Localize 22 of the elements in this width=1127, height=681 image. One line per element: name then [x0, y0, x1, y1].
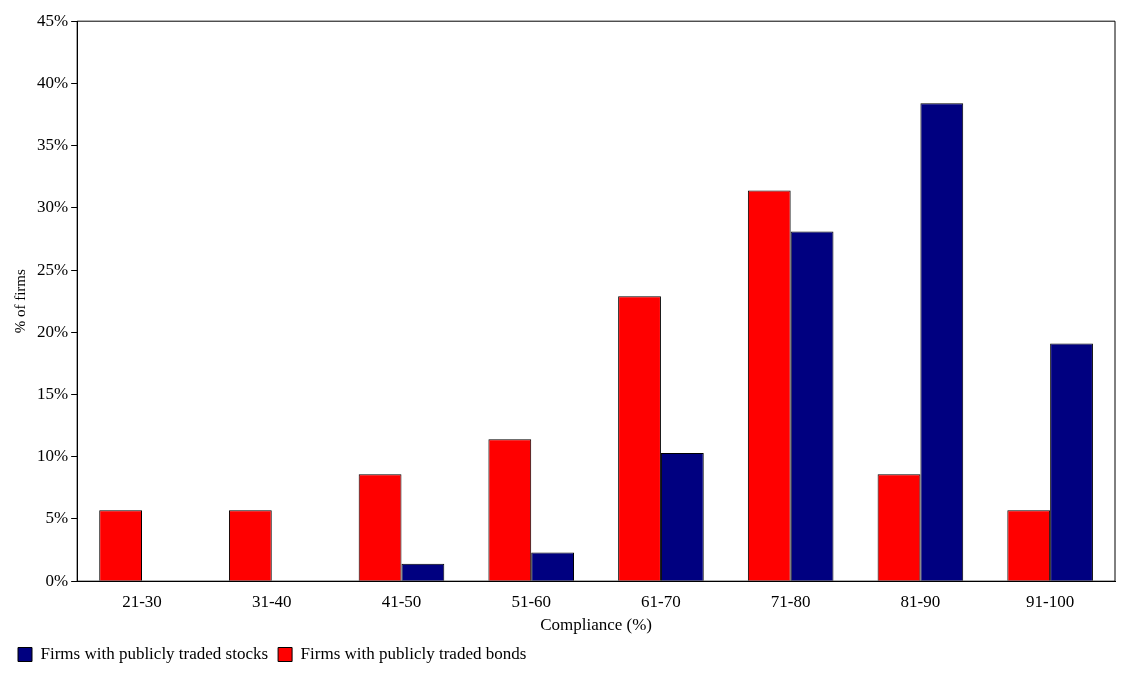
y-tick-label: 0%	[45, 570, 69, 590]
y-tick-label: 40%	[36, 72, 69, 92]
y-tick-label: 45%	[36, 10, 69, 30]
legend-label: Firms with publicly traded stocks	[40, 643, 269, 663]
y-tick-label: 25%	[36, 259, 69, 279]
x-tick-label: 31-40	[251, 591, 292, 611]
y-tick-label: 20%	[36, 321, 69, 341]
x-tick-label: 21-30	[122, 591, 162, 611]
x-tick-label: 41-50	[381, 591, 422, 611]
x-tick-label: 91-100	[1026, 591, 1075, 611]
y-tick-label: 15%	[36, 384, 69, 403]
y-axis-title: % of firms	[11, 268, 28, 334]
y-tick-label: 10%	[36, 446, 69, 466]
x-tick-label: 51-60	[511, 591, 552, 611]
x-tick-label: 81-90	[900, 591, 941, 611]
x-tick-label: 71-80	[770, 591, 811, 611]
x-tick-label: 61-70	[641, 591, 681, 611]
x-axis-title: Compliance (%)	[540, 615, 653, 635]
y-tick-label: 35%	[36, 135, 69, 155]
y-tick-label: 5%	[45, 508, 69, 528]
y-tick-label: 30%	[36, 197, 69, 217]
legend-label: Firms with publicly traded bonds	[300, 643, 527, 663]
